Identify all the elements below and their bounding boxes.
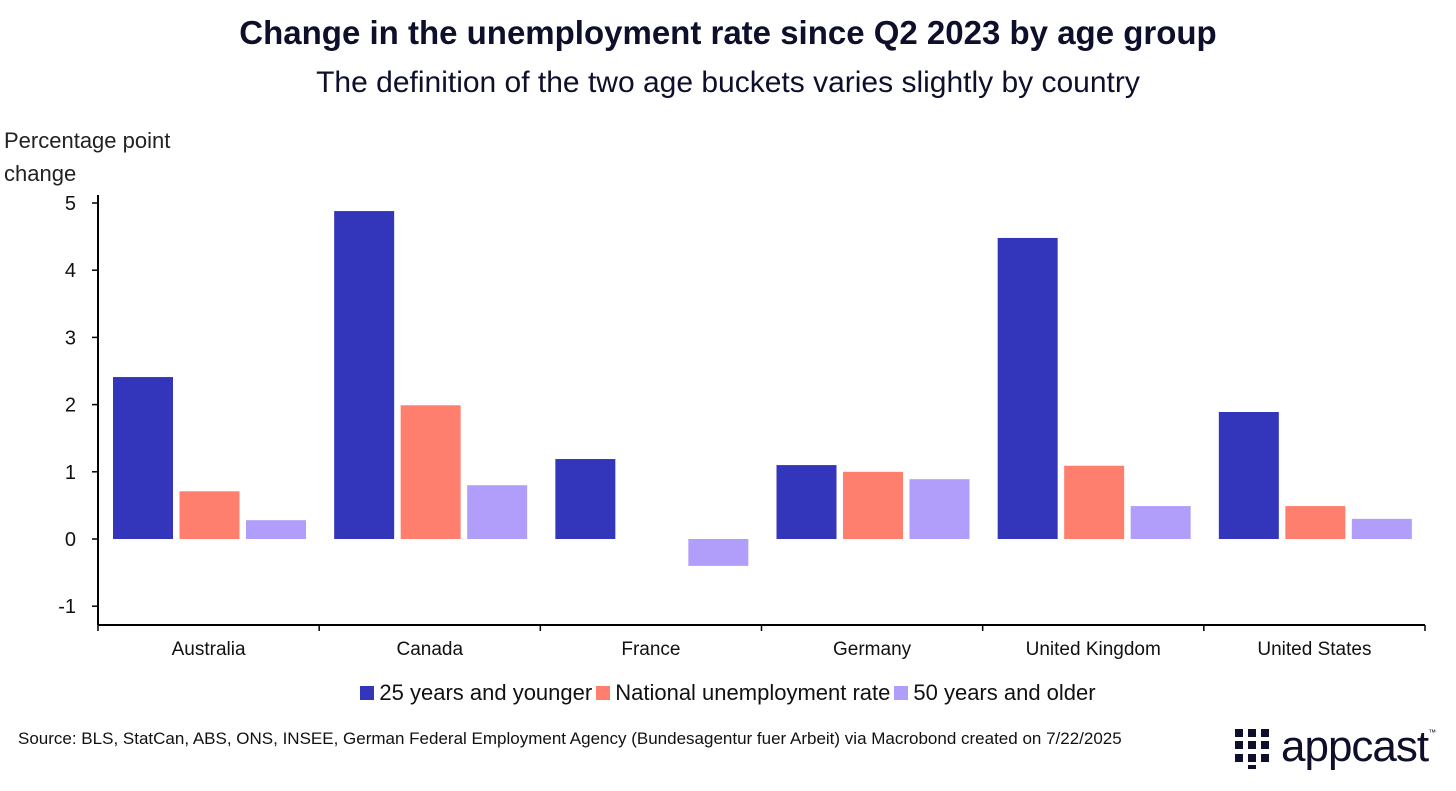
legend-label: National unemployment rate: [615, 680, 891, 705]
legend-swatch: [596, 686, 611, 700]
bar-united-states-series-1: [1285, 506, 1346, 539]
y-tick-label: 3: [65, 327, 76, 349]
x-tick-label: France: [621, 639, 680, 660]
bar-united-kingdom-series-2: [1130, 506, 1191, 539]
bar-united-states-series-0: [1218, 411, 1279, 539]
logo-trademark: ™: [1428, 728, 1437, 737]
y-tick-label: 4: [65, 260, 76, 282]
x-tick-label: Germany: [833, 639, 912, 660]
bar-germany-series-0: [776, 465, 837, 539]
chart-subtitle: The definition of the two age buckets va…: [316, 66, 1140, 99]
y-tick-label: 5: [65, 193, 76, 215]
bar-australia-series-1: [179, 491, 240, 539]
legend-item: National unemployment rate: [596, 680, 890, 706]
x-tick-label: Australia: [172, 639, 246, 660]
y-axis-label: Percentage point change: [4, 128, 171, 186]
bar-united-kingdom-series-1: [1064, 465, 1125, 539]
legend-label: 50 years and older: [913, 680, 1096, 705]
source-note: Source: BLS, StatCan, ABS, ONS, INSEE, G…: [18, 729, 1122, 748]
chart-title: Change in the unemployment rate since Q2…: [239, 14, 1217, 51]
bar-france-series-2: [688, 539, 749, 566]
appcast-logo: appcast ™: [1235, 722, 1436, 772]
bar-united-kingdom-series-0: [997, 237, 1058, 539]
logo-squares-icon: [1235, 729, 1269, 769]
legend: 25 years and younger National unemploymen…: [0, 680, 1456, 706]
legend-swatch: [360, 686, 375, 700]
y-tick-label: 1: [65, 462, 76, 484]
legend-item: 50 years and older: [894, 680, 1096, 706]
bar-australia-series-2: [246, 520, 306, 539]
bar-canada-series-2: [467, 485, 528, 539]
bar-france-series-0: [555, 459, 616, 539]
x-tick-label: United States: [1257, 639, 1371, 660]
bar-united-states-series-2: [1351, 518, 1412, 539]
bar-australia-series-0: [113, 377, 173, 539]
legend-swatch: [894, 686, 909, 700]
logo-text: appcast: [1281, 722, 1429, 771]
y-tick-label: 0: [65, 529, 76, 551]
bar-canada-series-1: [400, 405, 461, 539]
legend-label: 25 years and younger: [379, 680, 593, 705]
x-tick-label: United Kingdom: [1026, 639, 1161, 660]
x-tick-label: Canada: [396, 639, 463, 660]
bar-germany-series-2: [909, 479, 970, 539]
y-tick-label: 2: [65, 395, 76, 417]
y-tick-label: -1: [58, 596, 76, 618]
legend-item: 25 years and younger: [360, 680, 592, 706]
bar-canada-series-0: [334, 211, 395, 539]
bar-germany-series-1: [843, 471, 903, 539]
